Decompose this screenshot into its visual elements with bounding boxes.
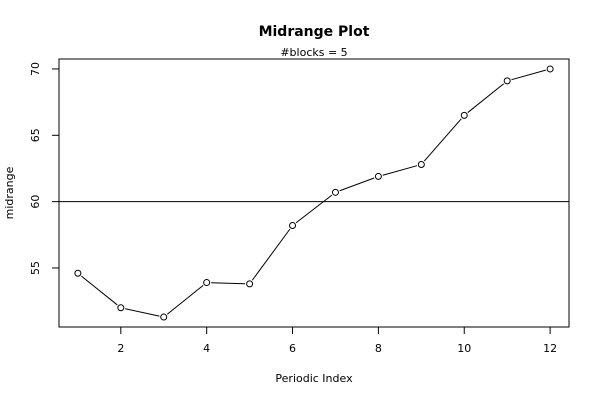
x-tick-label: 10 [457,342,471,355]
x-axis-label: Periodic Index [275,372,353,385]
y-tick-label: 55 [29,261,42,275]
data-point [546,65,554,73]
data-point [246,280,254,288]
data-point [160,313,168,321]
x-tick-label: 8 [375,342,382,355]
y-axis-label: midrange [3,166,16,219]
y-tick-label: 70 [29,62,42,76]
data-point [503,77,511,85]
data-point [417,160,425,168]
data-point [460,111,468,119]
chart-subtitle: #blocks = 5 [280,46,347,59]
series-line-segment [467,83,504,113]
plot-frame [58,58,570,328]
series-line-segment [423,118,462,162]
chart-marks: 2 4 6 8 10 12 55 60 65 70 [29,62,569,355]
x-tick-label: 2 [117,342,124,355]
series-line-segment [295,194,333,224]
x-tick-label: 12 [543,342,557,355]
series-line-segment [382,165,418,176]
series-line-segment [339,177,375,192]
data-point [117,304,125,312]
y-tick-label: 65 [29,128,42,142]
data-point [74,269,82,277]
data-point [331,188,339,196]
data-point [203,279,211,287]
series-line-segment [166,284,204,315]
series-line-segment [125,308,160,317]
chart-title: Midrange Plot [259,24,370,40]
data-point [289,222,297,230]
series-line-segment [511,69,546,81]
series-line-segment [251,228,291,281]
x-tick-label: 6 [289,342,296,355]
series-line-segment [81,275,118,306]
y-tick-label: 60 [29,195,42,209]
x-tick-label: 4 [203,342,210,355]
series-line-segment [211,282,246,285]
data-point [374,172,382,180]
